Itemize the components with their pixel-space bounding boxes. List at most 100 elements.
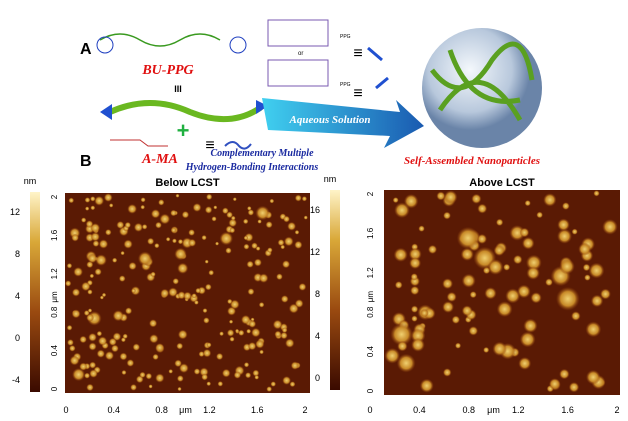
particle (243, 235, 249, 241)
particle (561, 202, 570, 210)
particle (524, 199, 531, 207)
particle (484, 287, 497, 300)
particle (88, 342, 97, 351)
particle (131, 288, 137, 294)
particle (294, 194, 302, 202)
ring (96, 36, 114, 54)
particle (590, 294, 604, 308)
particle (195, 287, 202, 294)
particle (247, 209, 255, 216)
particle (122, 333, 128, 339)
y-tick: 0 (366, 388, 375, 393)
particle (226, 211, 233, 219)
x-tick: 0.8 (463, 405, 476, 415)
particle (124, 307, 133, 315)
particle (183, 291, 192, 301)
particle (251, 327, 261, 338)
particle (141, 223, 148, 230)
particle (397, 340, 408, 352)
particle (92, 240, 100, 248)
y-tick: 1.2 (50, 268, 59, 280)
particle (124, 221, 132, 229)
y-tick: 2 (366, 191, 375, 196)
x-unit: μm (487, 405, 500, 415)
particle (410, 273, 418, 281)
afm-panels: nm 12 8 4 0 -4 2 1.6 1.2 0.8 0.4 0 μm 0 0.4 0.8 1.2 1.6 2 μ… (10, 174, 620, 415)
particle (461, 305, 473, 317)
particle (418, 225, 425, 232)
particle (274, 330, 282, 338)
colorbar-tick: 4 (15, 291, 20, 301)
particle (548, 378, 561, 390)
x-tick: 1.2 (512, 405, 525, 415)
particle (71, 309, 81, 319)
particle (204, 283, 212, 291)
particle (599, 288, 611, 300)
particle (177, 329, 188, 340)
particle (108, 203, 114, 208)
or: or (298, 51, 303, 57)
particle (201, 373, 209, 381)
particle (202, 308, 208, 314)
particle (301, 196, 308, 202)
particle (255, 205, 270, 221)
particle (394, 281, 403, 289)
particle (181, 210, 190, 219)
particle (283, 215, 290, 223)
particle (588, 262, 605, 279)
x-tick: 1.6 (251, 405, 264, 415)
particle (211, 216, 217, 222)
x-tick: 0.4 (108, 405, 121, 415)
particle (133, 222, 144, 232)
colorbar-tick: -4 (12, 375, 20, 385)
particle (206, 381, 212, 387)
particle (90, 223, 101, 233)
particle (247, 288, 255, 296)
particle (155, 221, 162, 229)
particle (254, 374, 260, 380)
particle (536, 211, 544, 219)
particle (483, 346, 490, 354)
group: PPG (340, 34, 351, 40)
particle (582, 263, 591, 272)
particle (90, 232, 100, 242)
particle (145, 372, 153, 380)
particle (108, 337, 117, 346)
particle (149, 334, 159, 344)
particle (266, 386, 273, 392)
particle (111, 344, 119, 353)
particle (443, 211, 451, 220)
particle (518, 356, 532, 370)
particle (505, 288, 521, 304)
particle (244, 372, 252, 379)
particle (193, 300, 199, 305)
particle (229, 299, 240, 310)
particle (202, 348, 212, 358)
particle (174, 247, 187, 261)
particle (282, 376, 292, 385)
particle (461, 273, 476, 288)
particle (170, 209, 177, 217)
process-label: Aqueous Solution (288, 114, 370, 126)
product-label: Self-Assembled Nanoparticles (404, 155, 540, 167)
y-unit: μm (50, 291, 59, 303)
particle (191, 293, 197, 299)
particle (73, 267, 84, 277)
y-tick: 0.4 (50, 344, 59, 356)
group: PPG (340, 82, 351, 88)
particle (140, 197, 146, 203)
particle (68, 197, 75, 204)
particle (204, 206, 213, 214)
particle (396, 353, 416, 373)
particle (130, 383, 138, 391)
particle (88, 332, 97, 342)
particle (287, 221, 297, 231)
particle (154, 242, 160, 249)
particle (571, 228, 578, 235)
particle (118, 275, 126, 282)
particle (206, 193, 213, 201)
particle (495, 218, 504, 227)
particle (150, 271, 156, 277)
particle (170, 227, 177, 233)
particle (460, 247, 474, 261)
